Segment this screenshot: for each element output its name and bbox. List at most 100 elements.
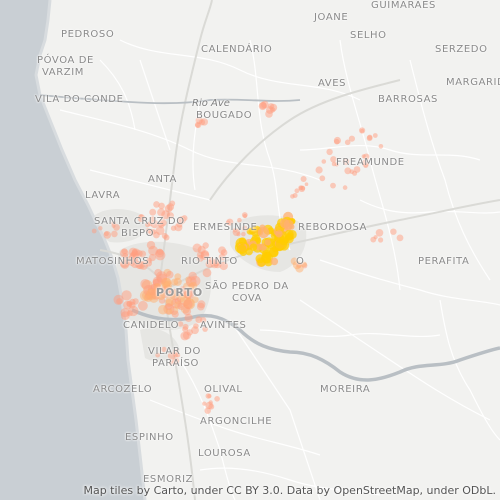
heat-spot (246, 227, 254, 235)
heat-spot (304, 182, 309, 186)
rivers (39, 94, 500, 382)
heat-spot (111, 230, 118, 238)
heat-spot (195, 122, 201, 128)
heat-spot (126, 255, 137, 266)
heat-spot (361, 154, 366, 159)
heat-spot (156, 291, 166, 300)
heat-spot (146, 240, 156, 250)
heat-spot (184, 313, 193, 322)
heat-spot (330, 182, 336, 189)
heat-spot (370, 236, 377, 243)
heat-spot (181, 215, 188, 222)
place-label-arcozelo: ARCOZELO (93, 384, 153, 395)
heat-spot (353, 166, 361, 173)
heat-spot (390, 228, 397, 235)
heat-spot (301, 261, 307, 267)
heat-spot (183, 299, 193, 309)
place-label-vilar-line2: PARAÍSO (152, 358, 199, 369)
heat-spot (155, 226, 165, 236)
heat-spot (321, 159, 327, 164)
heat-spot (367, 134, 373, 140)
heat-spot (135, 250, 143, 257)
heat-spot (161, 210, 171, 220)
place-label-olival: OLIVAL (204, 384, 243, 395)
heat-spot (174, 273, 182, 280)
heat-spot (166, 270, 174, 279)
heat-spot (182, 307, 192, 316)
place-label-joane: JOANE (314, 12, 349, 23)
heat-spot (210, 259, 219, 269)
heat-spot (140, 279, 151, 289)
heat-spot (153, 283, 162, 292)
heat-spot (183, 289, 193, 299)
place-label-povoa-line1: PÓVOA DE (37, 55, 94, 66)
heat-spot (168, 360, 174, 365)
heat-spot (137, 214, 146, 223)
heat-spot (241, 231, 246, 237)
heat-spot (173, 277, 182, 286)
heat-spot (91, 228, 97, 234)
heat-spot (158, 202, 165, 210)
heat-spot (292, 193, 298, 198)
heat-spot (298, 185, 304, 191)
heat-spot (167, 352, 176, 360)
place-label-matosinhos: MATOSINHOS (76, 256, 150, 267)
heat-spot (135, 260, 144, 269)
heat-spot (275, 230, 283, 238)
heat-spot (236, 232, 241, 237)
heat-spot (166, 203, 175, 211)
heat-spot (128, 247, 138, 257)
heat-spot (186, 329, 193, 336)
heat-spot (238, 237, 247, 245)
heat-spot (315, 166, 323, 174)
place-label-guimaraes: GUIMARÃES (371, 0, 436, 11)
heat-spot (202, 268, 212, 278)
heat-spot (165, 303, 172, 311)
heat-spot (257, 226, 270, 239)
place-label-esmoriz: ESMORIZ (143, 474, 194, 485)
heat-spot (378, 144, 384, 149)
heat-spot (232, 227, 238, 233)
place-label-pedroso: PEDROSO (61, 29, 115, 40)
place-label-lourosa: LOUROSA (198, 448, 251, 459)
heat-spot (290, 257, 299, 265)
heat-spot (284, 229, 294, 240)
place-label-margaride: MARGARIDE (446, 77, 500, 88)
map-attribution[interactable]: Map tiles by Carto, under CC BY 3.0. Dat… (83, 484, 496, 497)
heat-spot (155, 250, 166, 261)
heat-spot (242, 213, 248, 219)
heat-spot (375, 229, 384, 237)
place-label-aves: AVES (318, 78, 347, 89)
river-label-rio-ave: Rio Ave (192, 98, 230, 109)
heat-spot (122, 253, 128, 259)
place-label-ermesinde: ERMESINDE (193, 222, 258, 233)
heat-spot (363, 162, 369, 168)
heat-spot (214, 396, 220, 402)
heat-spot (145, 227, 152, 234)
heat-spot (261, 251, 273, 264)
coastline (34, 0, 147, 500)
heat-spot (202, 401, 207, 406)
heat-spot (331, 161, 337, 167)
heat-spot (396, 234, 404, 242)
heat-spot (342, 185, 348, 190)
place-label-serzedo: SERZEDO (435, 44, 488, 55)
heat-spot (208, 400, 213, 405)
heat-spot (172, 357, 180, 365)
place-label-barrosas: BARROSAS (378, 94, 438, 105)
density-heat-layer (91, 100, 404, 414)
heat-spot (295, 264, 304, 273)
place-label-sao-pedro-line2: COVA (232, 293, 263, 304)
heat-spot (360, 128, 365, 133)
heat-spot (372, 133, 378, 138)
heat-spot (254, 237, 262, 244)
heat-spot (342, 158, 350, 165)
heat-spot (146, 257, 152, 264)
heat-spot (294, 188, 300, 194)
heat-spot (193, 323, 199, 329)
place-label-bougado: BOUGADO (196, 110, 253, 121)
heat-spot (258, 102, 267, 111)
heat-spot (241, 225, 248, 232)
